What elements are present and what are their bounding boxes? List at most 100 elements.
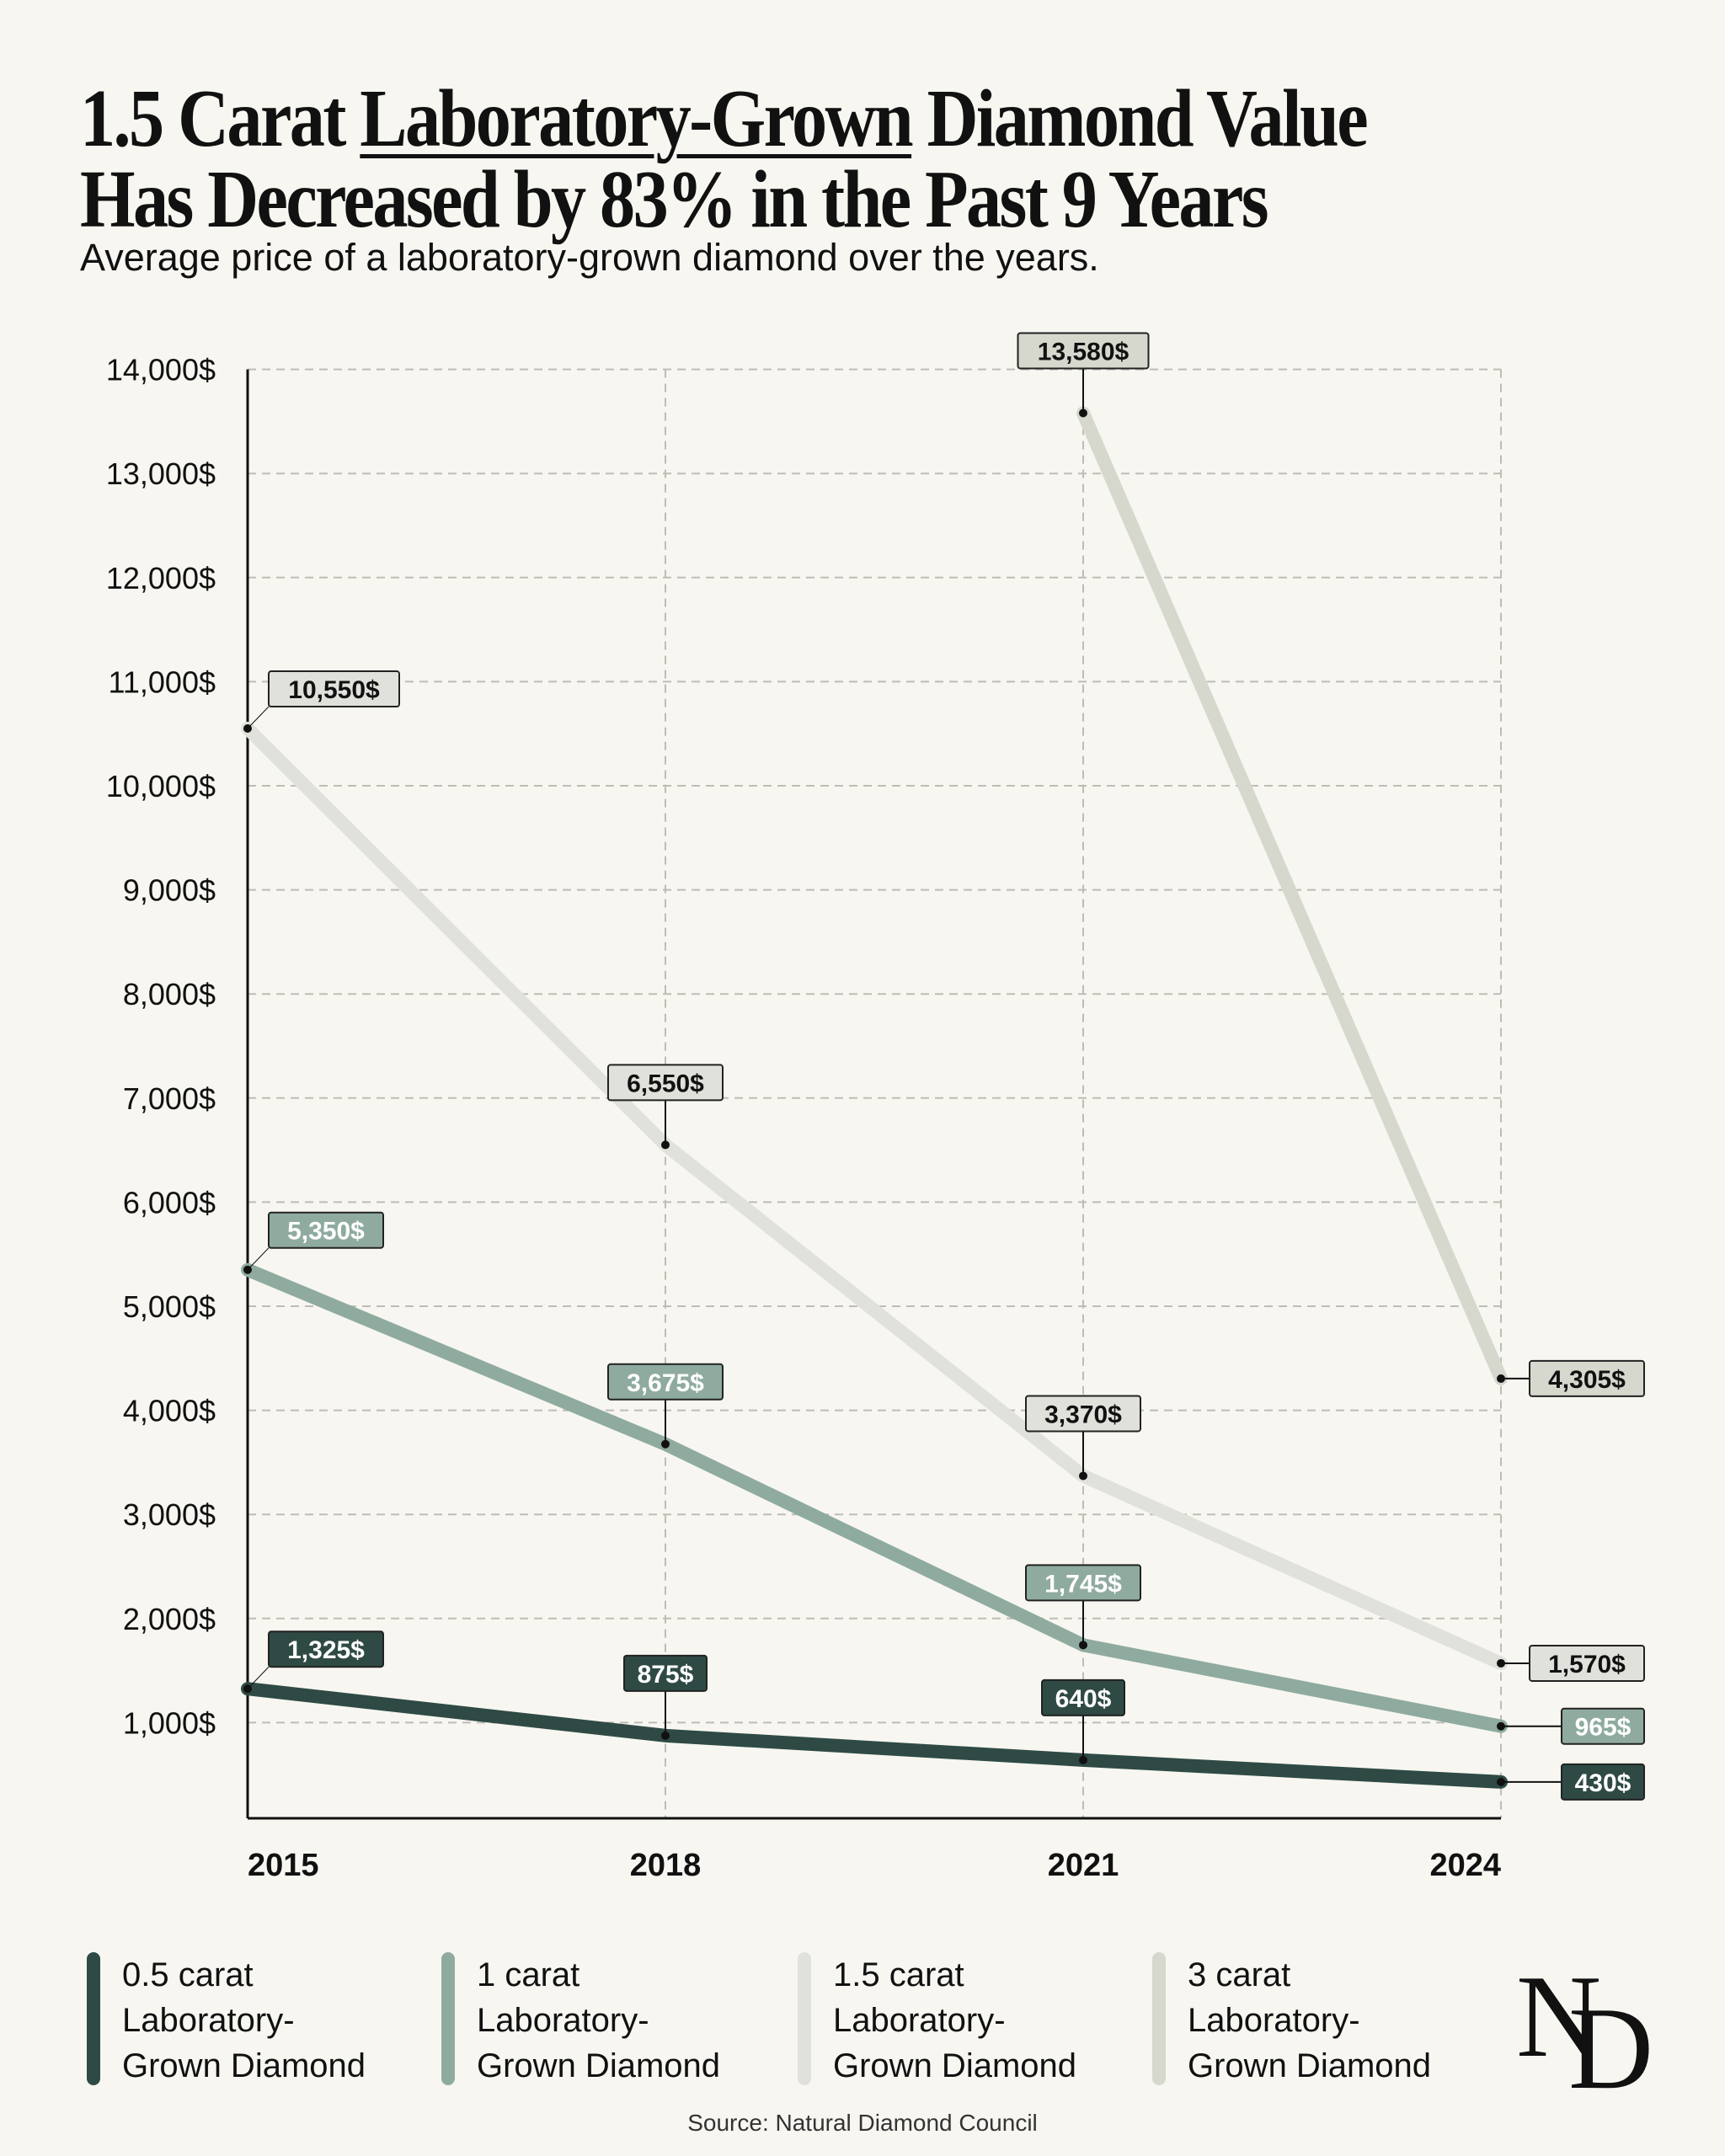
legend-label: 1 carat Laboratory- Grown Diamond — [477, 1956, 721, 2084]
data-label-box — [1561, 1707, 1645, 1745]
data-label-box — [268, 1211, 384, 1249]
y-tick-label: 2,000$ — [123, 1602, 216, 1636]
logo-letter-d: D — [1568, 1983, 1654, 2114]
data-point — [661, 1140, 670, 1150]
leader-line — [247, 1666, 270, 1689]
legend-label: 0.5 carat Laboratory- Grown Diamond — [122, 1956, 366, 2084]
data-point — [661, 1439, 670, 1449]
y-tick-label: 10,000$ — [106, 769, 216, 803]
legend-swatch — [441, 1952, 455, 2085]
y-tick-label: 5,000$ — [123, 1289, 216, 1324]
data-point — [243, 1684, 252, 1694]
series-line-1 — [241, 1262, 1508, 1733]
data-label-box — [1561, 1763, 1645, 1801]
y-tick-label: 3,000$ — [123, 1497, 216, 1532]
line-chart: 1,000$ 2,000$ 3,000$ 4,000$ 5,000$ 6,000$ 7,00… — [106, 332, 1645, 1883]
data-label: 875$ — [638, 1661, 694, 1689]
title-text: Diamond Value — [911, 73, 1369, 164]
data-point — [1497, 1777, 1505, 1786]
series-line-3 — [1076, 406, 1508, 1385]
legend-swatch — [87, 1952, 100, 2085]
data-label-box — [1529, 1644, 1645, 1682]
data-label-box — [607, 1064, 724, 1102]
data-label-group: 4,305$ — [1497, 1359, 1645, 1397]
data-label: 1,570$ — [1548, 1651, 1626, 1678]
data-label-group: 6,550$ — [607, 1064, 724, 1150]
data-point — [1079, 1641, 1087, 1650]
data-label-box — [268, 1630, 384, 1668]
data-point — [1079, 1471, 1087, 1481]
data-label-group: 5,350$ — [243, 1211, 384, 1274]
data-label: 6,550$ — [627, 1070, 704, 1097]
y-tick-label: 4,000$ — [123, 1394, 216, 1428]
data-label-box — [1025, 1395, 1141, 1433]
data-label: 640$ — [1055, 1685, 1112, 1713]
data-label: 1,745$ — [1044, 1570, 1122, 1598]
source-note: Source: Natural Diamond Council — [687, 2110, 1038, 2136]
leader-line — [247, 706, 270, 729]
leader-line — [247, 1247, 270, 1271]
data-point — [1079, 408, 1087, 418]
x-tick-label: 2018 — [630, 1848, 702, 1883]
data-label-box — [1017, 332, 1150, 370]
data-label-group: 640$ — [1041, 1678, 1125, 1764]
data-label-group: 1,325$ — [243, 1630, 384, 1694]
data-label: 10,550$ — [288, 676, 380, 704]
data-label-group: 965$ — [1497, 1707, 1645, 1745]
data-point — [1497, 1721, 1505, 1731]
y-tick-label: 13,000$ — [106, 456, 216, 491]
data-label: 13,580$ — [1038, 339, 1130, 366]
data-label-box — [623, 1654, 708, 1692]
y-tick-label: 14,000$ — [106, 353, 216, 387]
data-label-box — [1041, 1678, 1125, 1716]
data-label: 965$ — [1575, 1714, 1632, 1742]
x-tick-label: 2015 — [248, 1848, 319, 1883]
chart-title-line1: 1.5 Carat Laboratory-Grown Diamond Value — [80, 77, 1369, 160]
y-tick-label: 8,000$ — [123, 977, 216, 1011]
legend-swatch — [1152, 1952, 1166, 2085]
nd-logo: N D — [1516, 1951, 1653, 2108]
data-label-group: 13,580$ — [1017, 332, 1150, 418]
legend-swatch — [798, 1952, 811, 2085]
data-label: 3,675$ — [627, 1369, 704, 1397]
title-underlined-text: Laboratory-Grown — [360, 73, 913, 164]
legend-label: 3 carat Laboratory- Grown Diamond — [1188, 1956, 1432, 2084]
data-label-group: 875$ — [623, 1654, 708, 1740]
data-point — [243, 1265, 252, 1274]
data-point — [1079, 1755, 1087, 1764]
data-label-group: 1,570$ — [1497, 1644, 1645, 1682]
data-point — [1497, 1658, 1505, 1668]
title-text: 1.5 Carat — [80, 73, 360, 164]
data-label-group: 3,675$ — [607, 1363, 724, 1449]
y-tick-label: 1,000$ — [123, 1705, 216, 1740]
data-point — [243, 724, 252, 734]
series-line-2 — [241, 722, 1508, 1670]
data-point — [1497, 1374, 1505, 1383]
data-label-box — [607, 1363, 724, 1401]
data-label: 430$ — [1575, 1769, 1632, 1797]
data-label-group: 430$ — [1497, 1763, 1645, 1801]
data-label: 1,325$ — [287, 1636, 365, 1664]
data-label: 3,370$ — [1044, 1401, 1122, 1428]
y-tick-label: 11,000$ — [109, 664, 216, 699]
series-line-0 — [241, 1682, 1508, 1789]
data-label-box — [268, 670, 400, 708]
x-tick-label: 2021 — [1048, 1848, 1119, 1883]
x-tick-label: 2024 — [1429, 1848, 1501, 1883]
data-label-group: 1,745$ — [1025, 1564, 1141, 1650]
data-label-group: 10,550$ — [243, 670, 400, 734]
y-tick-label: 7,000$ — [123, 1081, 216, 1116]
data-point — [661, 1731, 670, 1740]
data-label-box — [1025, 1564, 1141, 1602]
data-label: 4,305$ — [1548, 1366, 1626, 1394]
data-label-group: 3,370$ — [1025, 1395, 1141, 1481]
y-tick-label: 12,000$ — [106, 561, 216, 595]
data-label: 5,350$ — [287, 1218, 365, 1246]
logo-letter-n: N — [1516, 1951, 1602, 2082]
legend-label: 1.5 carat Laboratory- Grown Diamond — [833, 1956, 1077, 2084]
y-tick-label: 9,000$ — [123, 873, 216, 908]
y-tick-label: 6,000$ — [123, 1185, 216, 1219]
data-label-box — [1529, 1359, 1645, 1397]
chart-title-line2: Has Decreased by 83% in the Past 9 Years — [80, 154, 1269, 245]
chart-subtitle: Average price of a laboratory-grown diam… — [80, 236, 1099, 279]
